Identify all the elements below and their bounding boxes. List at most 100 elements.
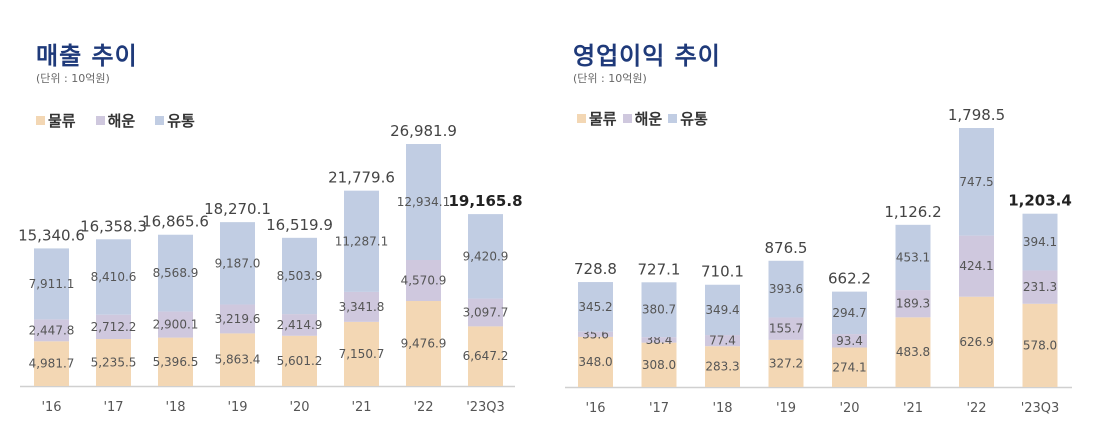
sales-chart-unit: (단위 : 10억원) bbox=[36, 72, 110, 85]
legend-label: 유통 bbox=[680, 110, 708, 128]
profit-segment-label: 626.9 bbox=[959, 335, 993, 349]
sales-bar-segment bbox=[96, 239, 131, 315]
sales-segment-label: 5,396.5 bbox=[153, 355, 199, 369]
profit-bar-segment bbox=[895, 317, 931, 387]
sales-total-label: 18,270.1 bbox=[204, 200, 271, 218]
sales-segment-label: 5,863.4 bbox=[215, 353, 261, 367]
sales-segment-label: 4,981.7 bbox=[29, 357, 75, 371]
legend-label: 물류 bbox=[589, 110, 617, 128]
sales-bar-segment bbox=[158, 311, 193, 338]
sales-segment-label: 2,447.8 bbox=[29, 323, 75, 337]
sales-total-label: 19,165.8 bbox=[448, 192, 522, 210]
sales-x-tick-label: '21 bbox=[351, 400, 371, 415]
sales-total-label: 21,779.6 bbox=[328, 169, 395, 187]
sales-x-tick-label: '23Q3 bbox=[466, 400, 505, 415]
profit-x-tick-label: '22 bbox=[966, 401, 986, 416]
profit-bar-segment bbox=[959, 128, 994, 236]
sales-bar-segment bbox=[344, 321, 379, 386]
sales-bar-segment bbox=[34, 319, 69, 342]
profit-x-tick-label: '18 bbox=[712, 401, 732, 416]
profit-segment-label: 327.2 bbox=[769, 356, 803, 370]
sales-bar-segment bbox=[34, 248, 69, 320]
sales-bar-segment bbox=[220, 333, 255, 386]
sales-segment-label: 3,341.8 bbox=[339, 300, 385, 314]
profit-total-label: 662.2 bbox=[828, 270, 871, 288]
sales-segment-label: 2,712.2 bbox=[91, 320, 137, 334]
sales-bar-segment bbox=[158, 234, 193, 312]
sales-segment-label: 9,187.0 bbox=[215, 256, 261, 270]
profit-bar-segment bbox=[895, 290, 931, 318]
legend-swatch bbox=[95, 116, 105, 125]
profit-bar-segment bbox=[895, 224, 931, 291]
profit-x-tick-label: '23Q3 bbox=[1021, 401, 1060, 416]
profit-segment-label: 155.7 bbox=[769, 322, 803, 336]
sales-x-tick-label: '18 bbox=[165, 400, 185, 415]
legend-item-logistics: 물류 bbox=[36, 110, 76, 131]
profit-x-tick-label: '21 bbox=[903, 401, 923, 416]
profit-bar-segment bbox=[578, 331, 613, 337]
sales-total-label: 15,340.6 bbox=[18, 226, 85, 244]
profit-segment-label: 578.0 bbox=[1023, 338, 1057, 352]
sales-bar-segment bbox=[406, 301, 441, 386]
sales-segment-label: 2,900.1 bbox=[153, 318, 199, 332]
legend-label: 유통 bbox=[167, 112, 195, 130]
profit-segment-label: 274.1 bbox=[832, 360, 866, 374]
sales-bar-segment bbox=[406, 260, 441, 302]
profit-bar-segment bbox=[578, 282, 613, 332]
sales-bar-segment bbox=[468, 326, 503, 386]
profit-segment-label: 77.4 bbox=[709, 334, 736, 348]
profit-bar-segment bbox=[705, 335, 740, 347]
profit-chart-title: 영업이익 추이 bbox=[573, 42, 721, 70]
legend-item-shipping: 해운 bbox=[95, 110, 136, 131]
sales-x-tick-label: '17 bbox=[103, 400, 123, 415]
sales-segment-label: 4,570.9 bbox=[401, 274, 447, 288]
legend-item-shipping: 해운 bbox=[622, 108, 663, 129]
profit-total-label: 876.5 bbox=[765, 239, 808, 257]
profit-segment-label: 393.6 bbox=[769, 282, 803, 296]
sales-segment-label: 7,150.7 bbox=[339, 347, 385, 361]
sales-segment-label: 2,414.9 bbox=[277, 318, 323, 332]
legend-item-retail: 유통 bbox=[668, 108, 708, 129]
sales-segment-label: 8,410.6 bbox=[91, 270, 137, 284]
sales-bar-segment bbox=[34, 341, 69, 386]
sales-segment-label: 9,476.9 bbox=[401, 337, 447, 351]
legend-swatch bbox=[622, 114, 632, 123]
profit-legend: 물류 해운 유통 bbox=[577, 108, 708, 129]
profit-total-label: 727.1 bbox=[638, 260, 681, 278]
profit-x-tick-label: '19 bbox=[776, 401, 796, 416]
sales-bar-segment bbox=[96, 314, 131, 340]
legend-label: 해운 bbox=[107, 112, 136, 130]
sales-segment-label: 11,287.1 bbox=[335, 234, 388, 248]
profit-bar-segment bbox=[959, 296, 994, 387]
legend-label: 물류 bbox=[48, 112, 76, 130]
profit-total-label: 1,798.5 bbox=[948, 106, 1005, 124]
sales-total-label: 16,519.9 bbox=[266, 216, 333, 234]
sales-total-label: 16,358.3 bbox=[80, 217, 147, 235]
profit-total-label: 1,203.4 bbox=[1008, 192, 1072, 210]
profit-segment-label: 483.8 bbox=[896, 345, 930, 359]
sales-bar-segment bbox=[220, 222, 255, 305]
profit-bar-segment bbox=[832, 347, 867, 387]
profit-segment-label: 189.3 bbox=[896, 297, 930, 311]
legend-item-logistics: 물류 bbox=[577, 108, 617, 129]
profit-segment-label: 294.7 bbox=[832, 306, 866, 320]
profit-segment-label: 349.4 bbox=[705, 303, 739, 317]
profit-total-label: 728.8 bbox=[574, 260, 617, 278]
sales-segment-label: 9,420.9 bbox=[463, 249, 509, 263]
sales-chart-title: 매출 추이 bbox=[36, 42, 138, 70]
legend-swatch bbox=[36, 116, 45, 125]
profit-segment-label: 380.7 bbox=[642, 303, 676, 317]
profit-segment-label: 348.0 bbox=[578, 355, 612, 369]
sales-x-tick-label: '19 bbox=[227, 400, 247, 415]
sales-bar-segment bbox=[406, 144, 441, 261]
sales-segment-label: 8,503.9 bbox=[277, 269, 323, 283]
legend-label: 해운 bbox=[634, 110, 663, 128]
sales-segment-label: 3,219.6 bbox=[215, 312, 261, 326]
profit-bar-segment bbox=[832, 291, 867, 335]
profit-x-tick-label: '17 bbox=[649, 401, 669, 416]
profit-segment-label: 394.1 bbox=[1023, 235, 1057, 249]
sales-bar-segment bbox=[344, 291, 379, 322]
profit-bar-segment bbox=[705, 284, 740, 336]
sales-segment-label: 7,911.1 bbox=[29, 277, 75, 291]
